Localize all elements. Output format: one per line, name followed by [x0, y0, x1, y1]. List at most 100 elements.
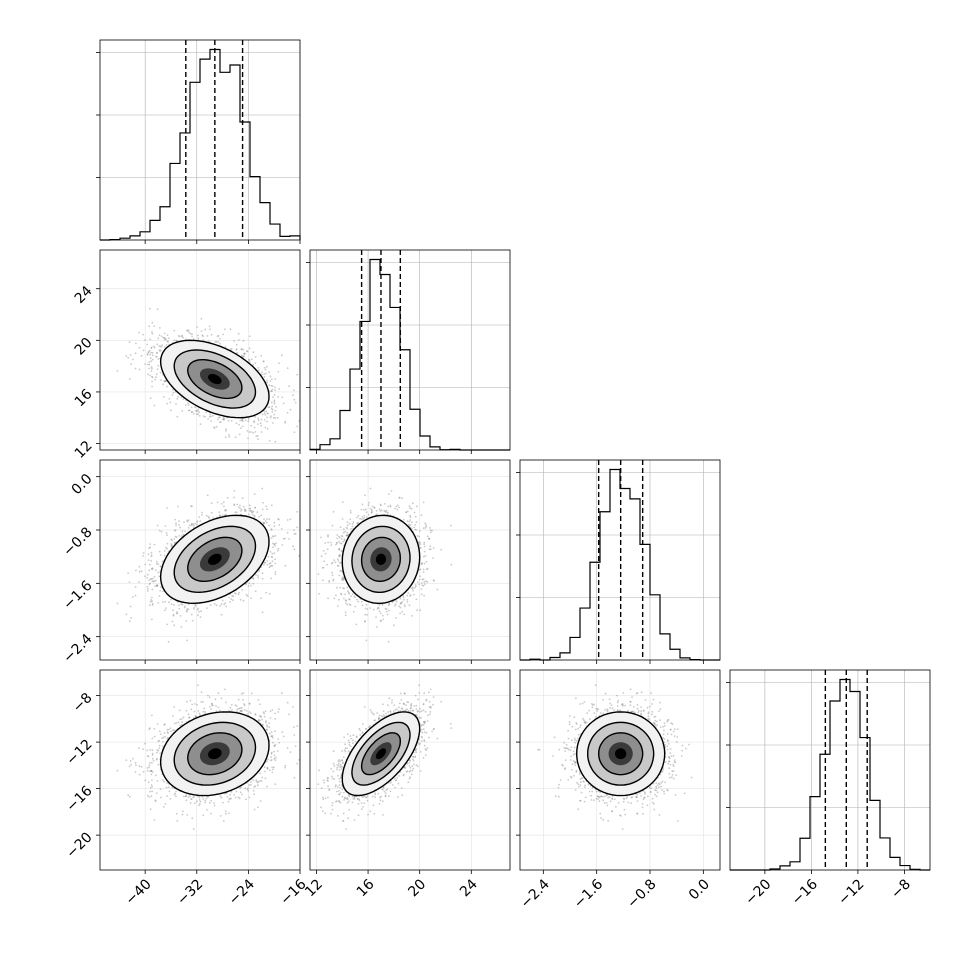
sample-point: [225, 429, 227, 432]
sample-point: [383, 503, 386, 505]
sample-point: [267, 758, 269, 761]
sample-point: [339, 554, 342, 557]
sample-point: [425, 568, 428, 571]
sample-point: [429, 527, 431, 529]
sample-point: [336, 537, 339, 540]
sample-point: [213, 426, 215, 429]
sample-point: [255, 779, 258, 781]
sample-point: [165, 786, 168, 789]
sample-point: [147, 588, 149, 590]
sample-point: [252, 577, 255, 580]
sample-point: [167, 640, 170, 643]
sample-point: [274, 534, 277, 537]
sample-point: [346, 590, 349, 593]
sample-point: [205, 411, 208, 414]
sample-point: [337, 605, 339, 607]
sample-point: [265, 372, 267, 375]
sample-point: [339, 542, 342, 545]
sample-point: [280, 528, 283, 530]
sample-point: [389, 505, 392, 508]
sample-point: [201, 514, 203, 516]
hist-0-frame: [99, 39, 301, 241]
sample-point: [385, 610, 388, 613]
sample-point: [248, 504, 251, 507]
sample-point: [429, 531, 432, 534]
sample-point: [273, 754, 276, 757]
sample-point: [415, 598, 418, 601]
sample-point: [423, 594, 425, 597]
sample-point: [241, 497, 244, 500]
sample-point: [450, 563, 453, 566]
sample-point: [207, 694, 209, 697]
sample-point: [241, 793, 243, 796]
sample-point: [242, 420, 244, 422]
sample-point: [334, 785, 337, 788]
sample-point: [323, 408, 325, 410]
sample-point: [148, 579, 151, 581]
sample-point: [229, 328, 232, 331]
sample-point: [293, 776, 296, 779]
contour-0: [207, 553, 222, 565]
sample-point: [247, 585, 250, 587]
sample-point: [405, 511, 408, 514]
sample-point: [388, 697, 391, 700]
sample-point: [157, 602, 160, 604]
sample-point: [155, 579, 157, 582]
sample-point: [151, 757, 154, 760]
sample-point: [261, 577, 264, 580]
sample-point: [149, 808, 152, 811]
sample-point: [269, 551, 272, 553]
sample-point: [222, 820, 225, 822]
sample-point: [356, 522, 359, 525]
sample-point: [423, 541, 426, 544]
sample-point: [160, 335, 163, 338]
sample-point: [265, 365, 268, 368]
sample-point: [166, 402, 169, 405]
sample-point: [382, 614, 384, 617]
sample-point: [260, 431, 263, 433]
sample-point: [271, 552, 274, 555]
sample-point: [134, 594, 137, 597]
sample-point: [304, 736, 306, 738]
sample-point: [158, 575, 161, 578]
sample-point: [293, 529, 295, 531]
sample-point: [388, 493, 390, 495]
sample-point: [210, 420, 213, 422]
sample-point: [286, 747, 289, 749]
sample-point: [263, 766, 266, 769]
sample-point: [132, 757, 134, 760]
sample-point: [273, 393, 276, 396]
sample-point: [318, 592, 320, 595]
sample-point: [151, 375, 153, 378]
sample-point: [224, 436, 227, 439]
sample-point: [257, 784, 259, 787]
sample-point: [253, 421, 256, 424]
sample-point: [286, 531, 289, 534]
sample-point: [318, 769, 320, 772]
sample-point: [151, 754, 154, 756]
sample-point: [151, 367, 153, 370]
sample-point: [132, 358, 134, 361]
sample-point: [237, 593, 240, 596]
sample-point: [240, 707, 243, 709]
sample-point: [387, 711, 390, 713]
sample-point: [243, 352, 246, 355]
sample-point: [379, 799, 382, 802]
sample-point: [345, 602, 347, 604]
sample-point: [231, 709, 233, 711]
sample-point: [347, 534, 349, 537]
sample-point: [192, 828, 195, 830]
sample-point: [221, 599, 224, 602]
sample-point: [358, 799, 361, 802]
sample-point: [156, 560, 158, 563]
sample-point: [386, 511, 389, 514]
sample-point: [177, 505, 179, 508]
sample-point: [190, 505, 192, 508]
sample-point: [151, 714, 153, 717]
sample-point: [271, 736, 274, 739]
sample-point: [192, 412, 195, 415]
sample-point: [192, 796, 195, 798]
sample-point: [197, 614, 199, 617]
sample-point: [254, 713, 257, 716]
sample-point: [272, 422, 274, 424]
